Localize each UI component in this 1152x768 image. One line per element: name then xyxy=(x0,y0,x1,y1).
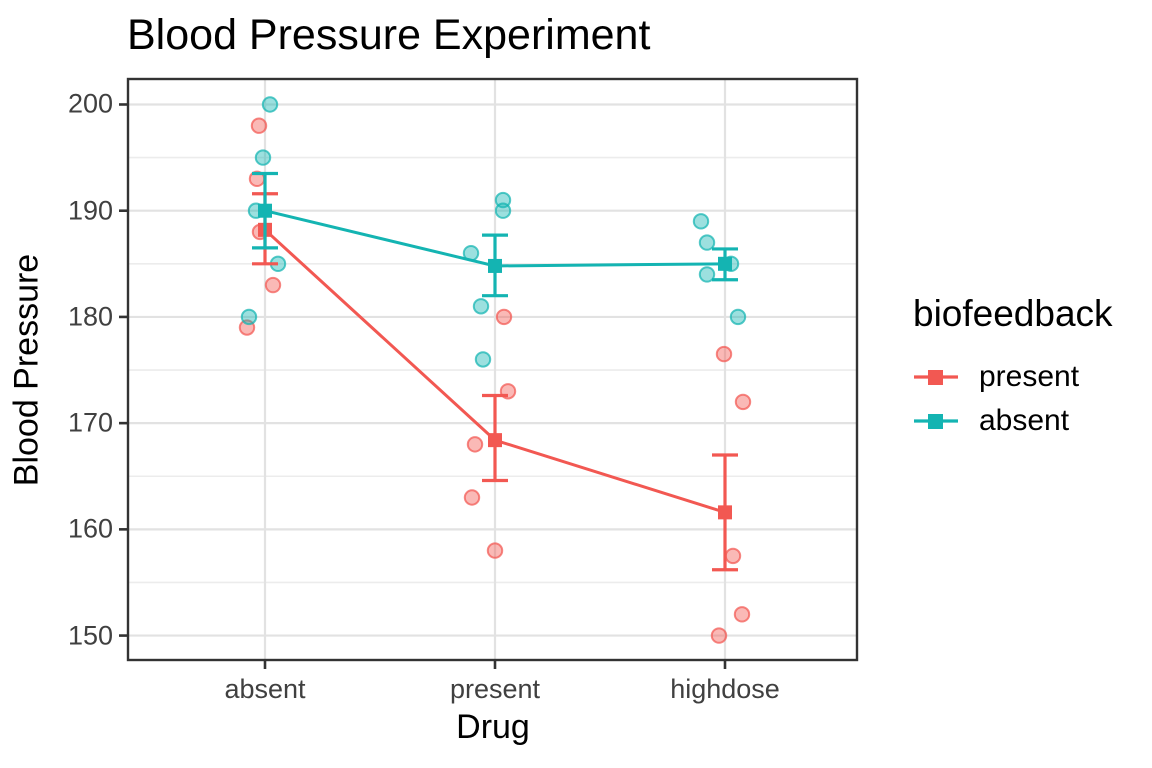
jitter-point-present xyxy=(710,627,728,644)
jitter-point-absent xyxy=(698,266,716,283)
legend-entry-absent: absent xyxy=(913,399,1113,443)
legend-label-absent: absent xyxy=(979,404,1070,437)
jitter-point-present xyxy=(495,308,513,326)
mean-square-absent xyxy=(718,256,732,271)
mean-square-present xyxy=(718,505,732,520)
y-tick-label: 150 xyxy=(67,620,113,651)
jitter-point-present xyxy=(715,345,733,363)
x-tick-label: absent xyxy=(224,674,306,704)
plot-title: Blood Pressure Experiment xyxy=(127,11,651,59)
jitter-point-present xyxy=(733,606,751,623)
x-axis-title: Drug xyxy=(456,708,530,746)
x-tick-label: present xyxy=(449,674,541,704)
legend: biofeedback present absent xyxy=(913,293,1113,443)
legend-title: biofeedback xyxy=(913,293,1113,334)
jitter-point-absent xyxy=(692,213,710,230)
mean-square-absent xyxy=(488,258,502,273)
mean-square-absent xyxy=(258,203,272,218)
legend-key-present-icon xyxy=(914,370,958,385)
jitter-point-absent xyxy=(261,96,279,113)
jitter-point-absent xyxy=(472,298,490,315)
jitter-point-absent xyxy=(494,202,512,219)
jitter-point-absent xyxy=(698,234,716,251)
jitter-point-absent xyxy=(474,351,492,368)
y-tick-label: 200 xyxy=(67,88,113,119)
jitter-point-present xyxy=(250,117,268,134)
jitter-point-absent xyxy=(729,308,747,326)
mean-square-present xyxy=(488,433,502,448)
jitter-point-present xyxy=(486,542,504,559)
jitter-point-present xyxy=(734,393,752,411)
jitter-point-present xyxy=(463,489,481,506)
y-tick-label: 170 xyxy=(67,407,113,438)
legend-entry-present: present xyxy=(913,355,1113,399)
y-tick-label: 180 xyxy=(67,301,113,332)
legend-key-absent-icon xyxy=(914,414,958,429)
x-tick-label: highdose xyxy=(670,674,780,704)
y-tick-label: 190 xyxy=(67,195,113,226)
jitter-point-present xyxy=(724,547,742,565)
jitter-point-present xyxy=(264,276,282,294)
jitter-point-absent xyxy=(254,149,272,166)
panel-border xyxy=(126,77,859,662)
y-tick-label: 160 xyxy=(67,513,113,544)
jitter-point-present xyxy=(466,436,484,453)
legend-label-present: present xyxy=(979,360,1080,393)
jitter-point-absent xyxy=(240,308,258,326)
